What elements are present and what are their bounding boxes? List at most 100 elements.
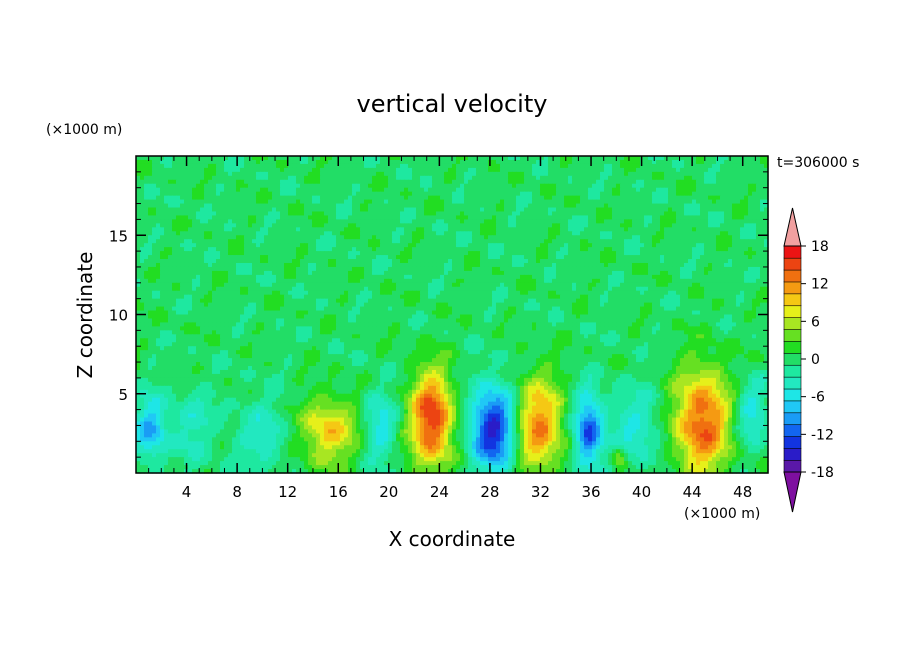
heatmap-cell (672, 227, 677, 232)
heatmap-cell (516, 223, 521, 228)
heatmap-cell (528, 243, 533, 248)
heatmap-cell (668, 227, 673, 232)
heatmap-cell (516, 219, 521, 224)
heatmap-cell (452, 270, 457, 276)
heatmap-cell (212, 167, 217, 173)
heatmap-cell (304, 243, 309, 248)
heatmap-cell (576, 266, 581, 272)
heatmap-cell (460, 187, 465, 193)
heatmap-cell (192, 203, 197, 209)
heatmap-cell (712, 247, 717, 252)
heatmap-cell (188, 231, 193, 236)
heatmap-cell (556, 247, 561, 252)
heatmap-cell (496, 239, 501, 244)
heatmap-cell (556, 223, 561, 228)
heatmap-cell (300, 247, 305, 252)
heatmap-cell (392, 274, 397, 280)
heatmap-cell (520, 187, 525, 193)
heatmap-cell (548, 175, 553, 181)
heatmap-cell (652, 159, 657, 165)
heatmap-cell (412, 191, 417, 197)
heatmap-cell (700, 156, 705, 161)
heatmap-cell (160, 203, 165, 209)
heatmap-cell (200, 270, 205, 276)
heatmap-cell (760, 262, 765, 268)
heatmap-cell (592, 270, 597, 276)
heatmap-cell (268, 211, 273, 217)
heatmap-cell (700, 211, 705, 217)
heatmap-cell (384, 163, 389, 169)
heatmap-cell (400, 239, 405, 244)
heatmap-cell (660, 171, 665, 177)
heatmap-cell (240, 167, 245, 173)
heatmap-cell (280, 262, 285, 268)
heatmap-cell (396, 215, 401, 220)
heatmap-cell (636, 239, 641, 244)
heatmap-cell (428, 211, 433, 217)
heatmap-cell (432, 259, 437, 264)
heatmap-cell (608, 255, 613, 260)
heatmap-cell (428, 156, 433, 161)
heatmap-cell (256, 243, 261, 248)
heatmap-cell (300, 231, 305, 236)
heatmap-cell (148, 235, 153, 240)
heatmap-cell (212, 231, 217, 236)
heatmap-cell (364, 175, 369, 181)
heatmap-cell (224, 266, 229, 272)
heatmap-cell (684, 223, 689, 228)
heatmap-cell (692, 262, 697, 268)
heatmap-cell (420, 175, 425, 181)
heatmap-cell (380, 179, 385, 185)
heatmap-cell (756, 183, 761, 189)
heatmap-cell (756, 195, 761, 201)
heatmap-cell (748, 255, 753, 260)
heatmap-cell (264, 171, 269, 177)
heatmap-cell (196, 183, 201, 189)
heatmap-cell (168, 211, 173, 217)
heatmap-cell (224, 243, 229, 248)
heatmap-cell (700, 171, 705, 177)
heatmap-cell (488, 262, 493, 268)
heatmap-cell (416, 171, 421, 177)
heatmap-cell (680, 191, 685, 197)
heatmap-cell (332, 219, 337, 224)
heatmap-cell (624, 239, 629, 244)
heatmap-cell (356, 243, 361, 248)
heatmap-cell (304, 235, 309, 240)
heatmap-cell (588, 211, 593, 217)
heatmap-cell (220, 255, 225, 260)
heatmap-cell (380, 231, 385, 236)
heatmap-cell (556, 167, 561, 173)
heatmap-cell (744, 199, 749, 205)
heatmap-cell (744, 227, 749, 232)
heatmap-cell (688, 251, 693, 256)
heatmap-cell (364, 156, 369, 161)
heatmap-cell (284, 156, 289, 161)
heatmap-cell (368, 203, 373, 209)
heatmap-cell (276, 231, 281, 236)
heatmap-cell (440, 227, 445, 232)
heatmap-cell (620, 187, 625, 193)
heatmap-cell (628, 266, 633, 272)
heatmap-cell (372, 191, 377, 197)
heatmap-cell (384, 231, 389, 236)
heatmap-cell (588, 251, 593, 256)
heatmap-cell (272, 266, 277, 272)
heatmap-cell (268, 183, 273, 189)
heatmap-cell (588, 187, 593, 193)
heatmap-cell (400, 243, 405, 248)
heatmap-cell (532, 278, 537, 284)
heatmap-cell (660, 211, 665, 217)
heatmap-cell (296, 239, 301, 244)
heatmap-cell (628, 231, 633, 236)
heatmap-cell (604, 223, 609, 228)
heatmap-cell (724, 270, 729, 276)
heatmap-cell (220, 207, 225, 213)
heatmap-cell (464, 223, 469, 228)
heatmap-cell (464, 163, 469, 169)
heatmap-cell (212, 183, 217, 189)
heatmap-cell (136, 175, 141, 181)
heatmap-cell (720, 199, 725, 205)
heatmap-cell (432, 239, 437, 244)
heatmap-cell (184, 270, 189, 276)
